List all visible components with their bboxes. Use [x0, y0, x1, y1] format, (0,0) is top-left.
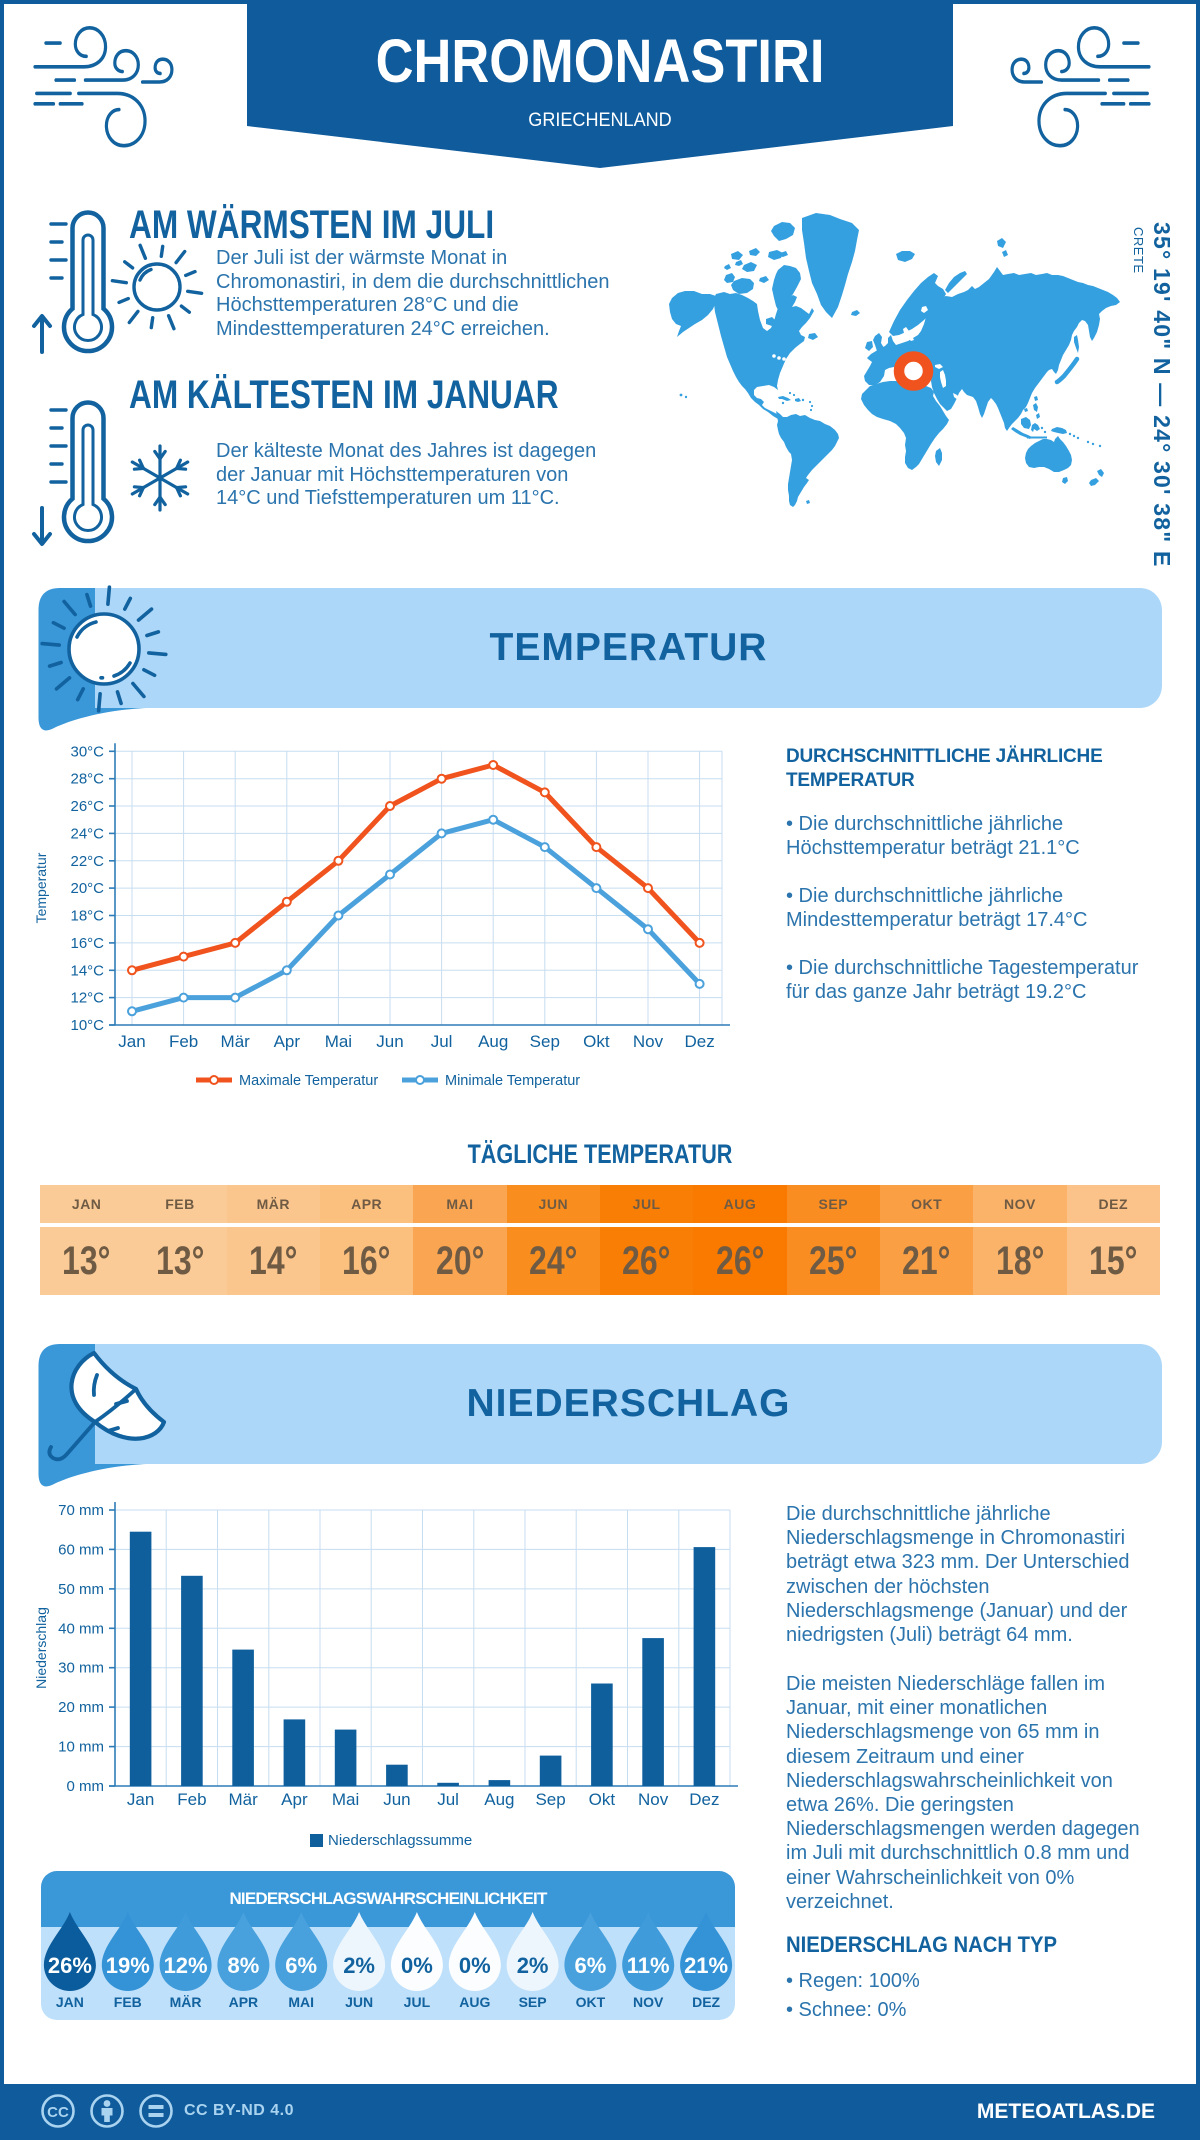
svg-text:Apr: Apr: [281, 1790, 308, 1809]
svg-text:Mär: Mär: [228, 1790, 258, 1809]
svg-text:Sep: Sep: [535, 1790, 565, 1809]
svg-text:Nov: Nov: [638, 1790, 669, 1809]
svg-text:20 mm: 20 mm: [58, 1699, 104, 1716]
svg-text:Minimale Temperatur: Minimale Temperatur: [445, 1073, 580, 1089]
svg-text:19%: 19%: [106, 1953, 150, 1978]
svg-text:0%: 0%: [401, 1953, 433, 1978]
svg-text:18°C: 18°C: [70, 908, 104, 925]
svg-text:6%: 6%: [285, 1953, 317, 1978]
svg-text:26%: 26%: [48, 1953, 92, 1978]
svg-text:16°C: 16°C: [70, 935, 104, 952]
svg-text:24°C: 24°C: [70, 825, 104, 842]
svg-text:30 mm: 30 mm: [58, 1660, 104, 1677]
svg-text:OKT: OKT: [576, 1994, 606, 2010]
svg-text:Niederschlagssumme: Niederschlagssumme: [328, 1832, 472, 1849]
svg-text:2%: 2%: [517, 1953, 549, 1978]
svg-text:Okt: Okt: [589, 1790, 616, 1809]
svg-text:8%: 8%: [228, 1953, 260, 1978]
svg-text:NOV: NOV: [633, 1994, 664, 2010]
svg-text:28°C: 28°C: [70, 771, 104, 788]
svg-text:Nov: Nov: [633, 1032, 664, 1051]
svg-text:21%: 21%: [684, 1953, 728, 1978]
svg-text:26°C: 26°C: [70, 798, 104, 815]
svg-text:Feb: Feb: [169, 1032, 198, 1051]
svg-text:Mai: Mai: [332, 1790, 359, 1809]
svg-text:Okt: Okt: [583, 1032, 610, 1051]
svg-text:MÄR: MÄR: [170, 1994, 202, 2010]
svg-text:Jun: Jun: [383, 1790, 410, 1809]
svg-text:Aug: Aug: [484, 1790, 514, 1809]
svg-text:12°C: 12°C: [70, 990, 104, 1007]
svg-text:6%: 6%: [575, 1953, 607, 1978]
svg-text:Sep: Sep: [530, 1032, 560, 1051]
svg-text:Jun: Jun: [376, 1032, 403, 1051]
svg-text:JUL: JUL: [404, 1994, 431, 2010]
svg-text:20°C: 20°C: [70, 880, 104, 897]
svg-text:SEP: SEP: [519, 1994, 547, 2010]
svg-text:50 mm: 50 mm: [58, 1581, 104, 1598]
svg-text:Jul: Jul: [431, 1032, 453, 1051]
svg-text:Dez: Dez: [684, 1032, 714, 1051]
svg-text:12%: 12%: [164, 1953, 208, 1978]
svg-text:FEB: FEB: [114, 1994, 142, 2010]
svg-text:70 mm: 70 mm: [58, 1502, 104, 1519]
svg-text:Temperatur: Temperatur: [33, 852, 49, 923]
svg-text:Mär: Mär: [221, 1032, 251, 1051]
svg-text:Mai: Mai: [325, 1032, 352, 1051]
svg-text:14°C: 14°C: [70, 962, 104, 979]
svg-text:10 mm: 10 mm: [58, 1739, 104, 1756]
svg-text:Jan: Jan: [118, 1032, 145, 1051]
svg-text:AUG: AUG: [459, 1994, 490, 2010]
svg-text:0%: 0%: [459, 1953, 491, 1978]
svg-text:DEZ: DEZ: [692, 1994, 720, 2010]
svg-text:APR: APR: [229, 1994, 259, 2010]
svg-text:22°C: 22°C: [70, 853, 104, 870]
svg-text:10°C: 10°C: [70, 1017, 104, 1034]
svg-text:40 mm: 40 mm: [58, 1620, 104, 1637]
svg-text:2%: 2%: [343, 1953, 375, 1978]
svg-text:JUN: JUN: [345, 1994, 373, 2010]
svg-text:Aug: Aug: [478, 1032, 508, 1051]
svg-text:Dez: Dez: [689, 1790, 719, 1809]
svg-text:Jul: Jul: [437, 1790, 459, 1809]
svg-text:Apr: Apr: [274, 1032, 301, 1051]
svg-text:11%: 11%: [627, 1953, 670, 1978]
svg-text:JAN: JAN: [56, 1994, 84, 2010]
svg-text:30°C: 30°C: [70, 743, 104, 760]
svg-text:CC: CC: [47, 2104, 69, 2121]
svg-text:60 mm: 60 mm: [58, 1541, 104, 1558]
svg-text:Feb: Feb: [177, 1790, 206, 1809]
svg-text:0 mm: 0 mm: [67, 1778, 105, 1795]
svg-text:MAI: MAI: [288, 1994, 314, 2010]
svg-text:Niederschlag: Niederschlag: [33, 1607, 49, 1689]
svg-text:Maximale Temperatur: Maximale Temperatur: [239, 1073, 378, 1089]
svg-text:Jan: Jan: [127, 1790, 154, 1809]
